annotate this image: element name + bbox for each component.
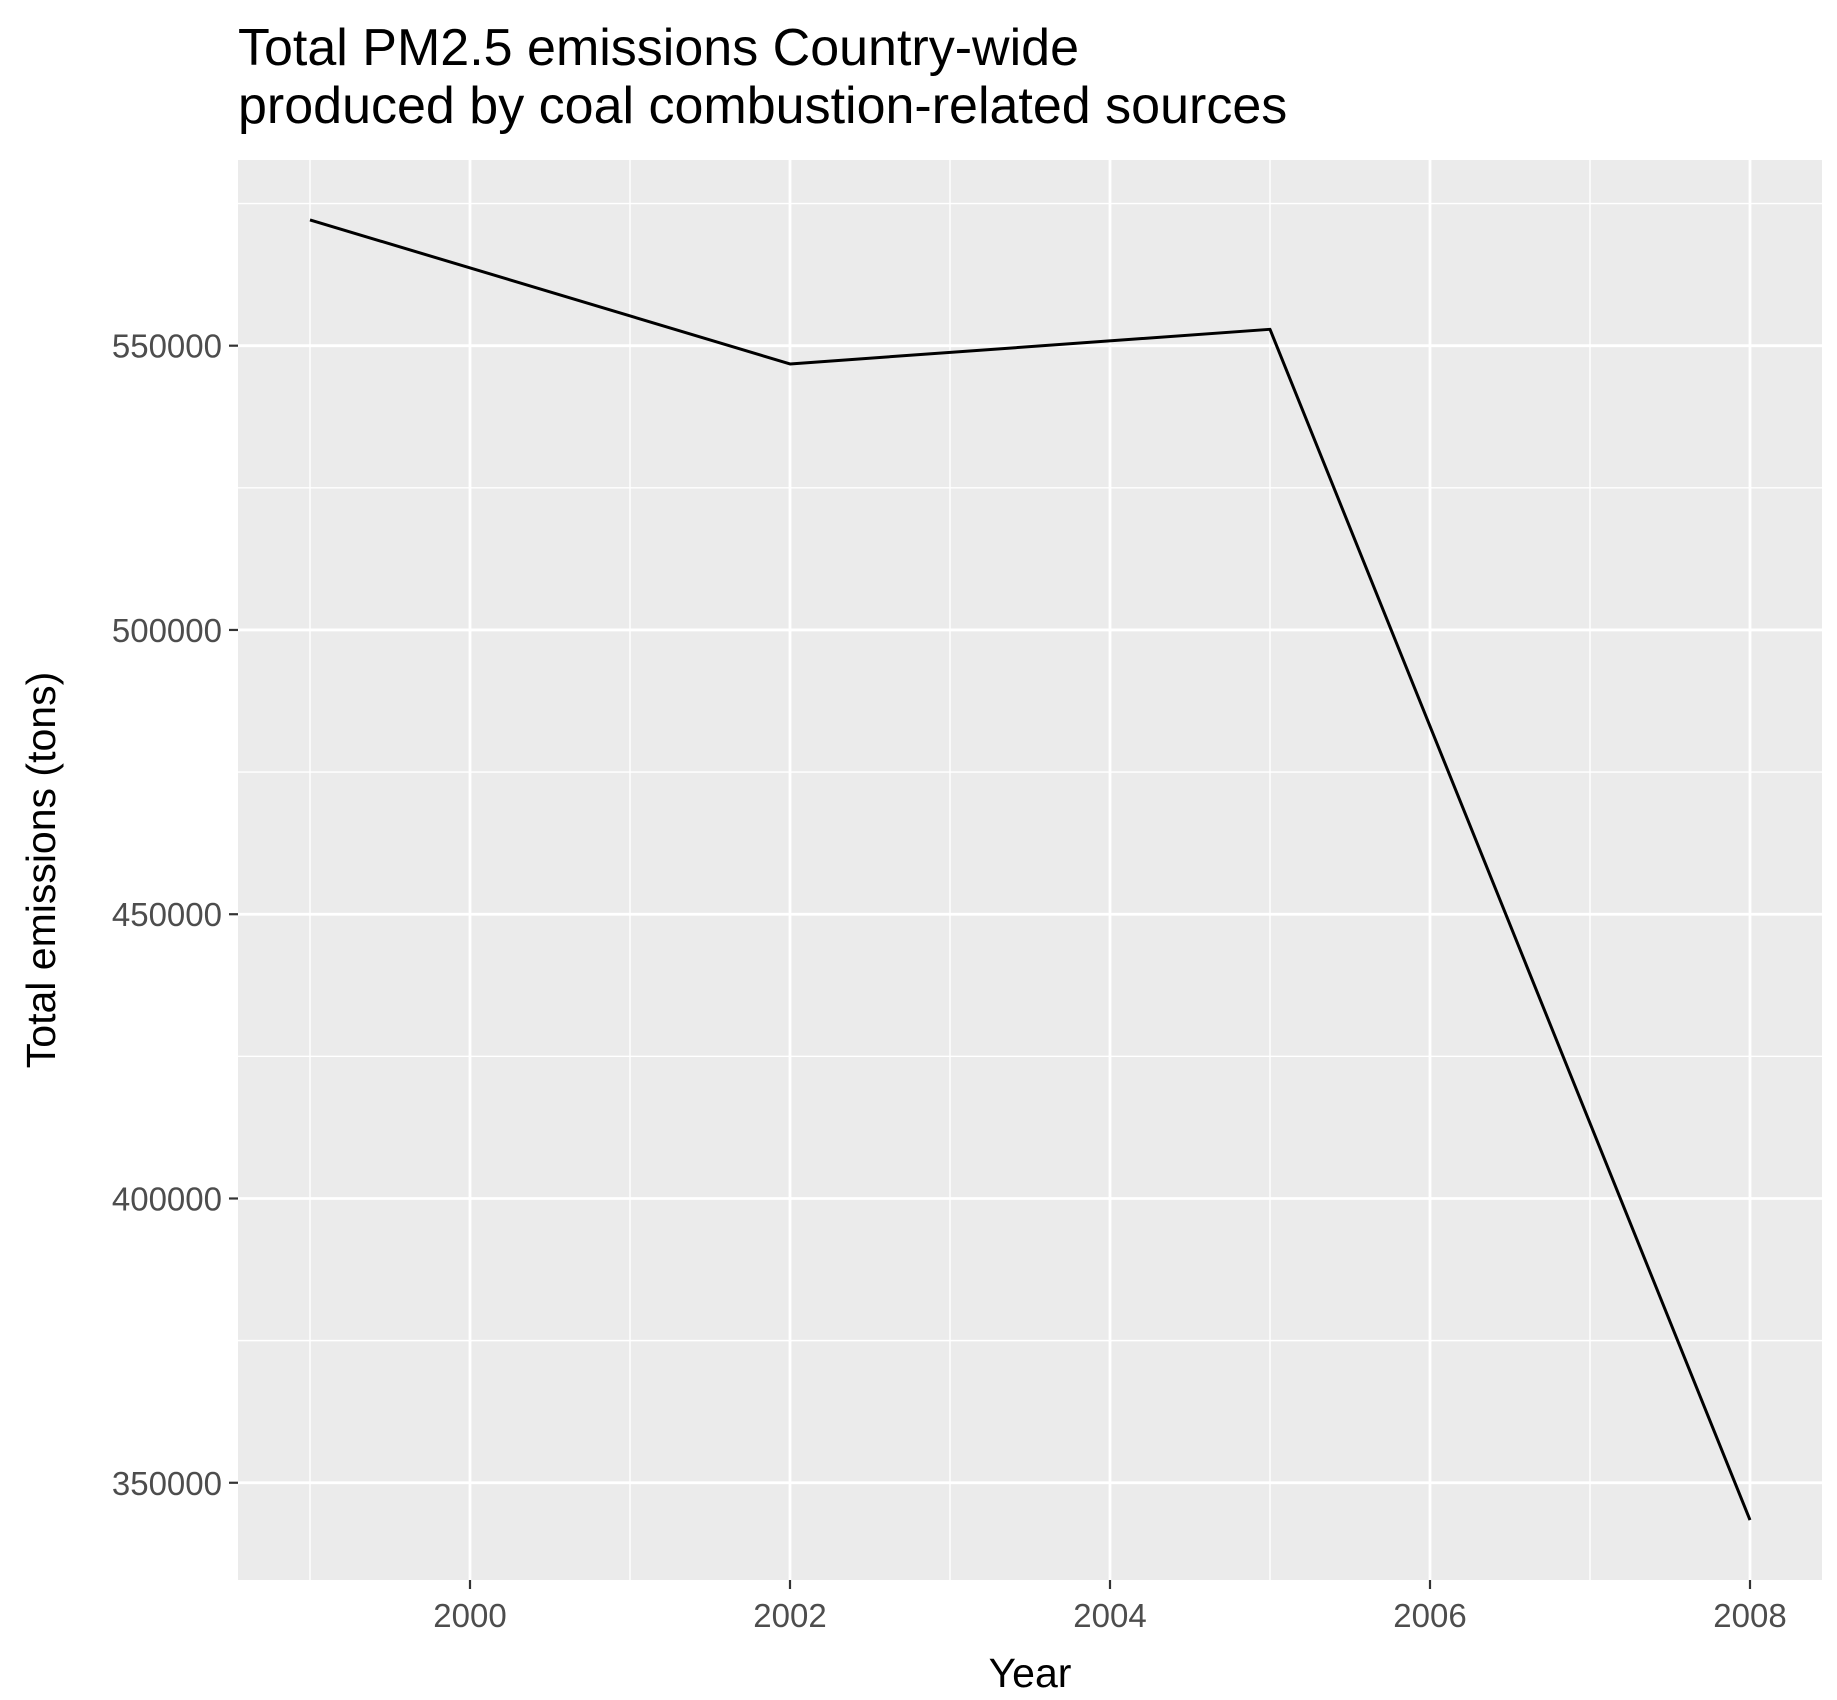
y-tick-label: 500000	[112, 612, 222, 649]
y-tick-label: 450000	[112, 896, 222, 933]
x-tick-label: 2004	[1073, 1597, 1146, 1634]
x-tick-label: 2006	[1393, 1597, 1466, 1634]
y-axis: 350000 400000 450000 500000 550000	[112, 328, 238, 1502]
x-tick-label: 2002	[753, 1597, 826, 1634]
y-tick-label: 550000	[112, 328, 222, 365]
major-gridlines	[238, 160, 1822, 1580]
series-layer	[309, 218, 1752, 1521]
x-axis-title: Year	[989, 1650, 1072, 1696]
chart-title-line-2: produced by coal combustion-related sour…	[238, 77, 1287, 135]
x-tick-label: 2008	[1713, 1597, 1786, 1634]
x-tick-label: 2000	[433, 1597, 506, 1634]
chart-title-line-1: Total PM2.5 emissions Country-wide	[238, 19, 1079, 77]
y-tick-label: 400000	[112, 1180, 222, 1217]
plot-panel	[238, 160, 1822, 1580]
minor-gridlines	[238, 160, 1822, 1580]
y-tick-label: 350000	[112, 1465, 222, 1502]
chart-title: Total PM2.5 emissions Country-wide produ…	[238, 19, 1287, 135]
x-axis: 2000 2002 2004 2006 2008	[433, 1580, 1787, 1634]
y-axis-title: Total emissions (tons)	[18, 672, 64, 1068]
series-line	[309, 218, 1752, 1521]
